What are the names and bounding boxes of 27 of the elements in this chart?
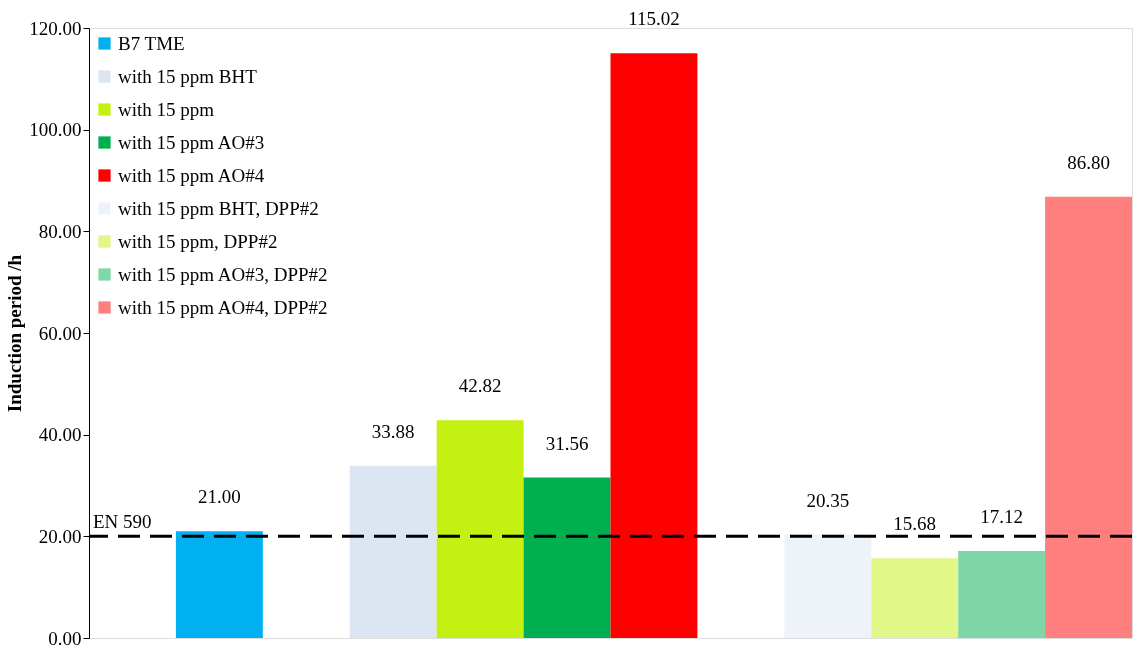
y-tick-label: 20.00 bbox=[38, 525, 82, 547]
y-tick-label: 80.00 bbox=[38, 220, 82, 242]
legend-label: with 15 ppm AO#4, DPP#2 bbox=[118, 296, 328, 318]
legend-label: with 15 ppm AO#3, DPP#2 bbox=[118, 263, 328, 285]
data-label: 15.68 bbox=[893, 513, 937, 535]
y-tick-label: 0.00 bbox=[48, 627, 82, 649]
data-label: 31.56 bbox=[545, 432, 589, 454]
data-label: 115.02 bbox=[628, 8, 680, 30]
y-tick-label: 40.00 bbox=[38, 424, 82, 446]
legend-label: B7 TME bbox=[118, 32, 185, 54]
data-label: 86.80 bbox=[1067, 151, 1110, 173]
y-tick-label: 120.00 bbox=[29, 17, 82, 39]
legend-label: with 15 ppm BHT bbox=[118, 65, 258, 87]
y-tick-label: 100.00 bbox=[29, 119, 82, 141]
data-label: 21.00 bbox=[198, 486, 241, 508]
legend-label: with 15 ppm AO#4 bbox=[118, 164, 265, 186]
legend-label: with 15 ppm BHT, DPP#2 bbox=[118, 197, 319, 219]
data-label: 42.82 bbox=[458, 375, 502, 397]
y-axis-title: Induction period /h bbox=[4, 254, 26, 413]
data-label: 17.12 bbox=[980, 505, 1023, 527]
y-tick-label: 60.00 bbox=[38, 322, 82, 344]
legend-label: with 15 ppm AO#3 bbox=[118, 131, 265, 153]
legend-label: with 15 ppm bbox=[118, 98, 215, 120]
legend-label: with 15 ppm, DPP#2 bbox=[118, 230, 278, 252]
data-label: 20.35 bbox=[806, 489, 850, 511]
ref-line-label: EN 590 bbox=[93, 511, 152, 533]
data-label: 33.88 bbox=[371, 420, 415, 442]
